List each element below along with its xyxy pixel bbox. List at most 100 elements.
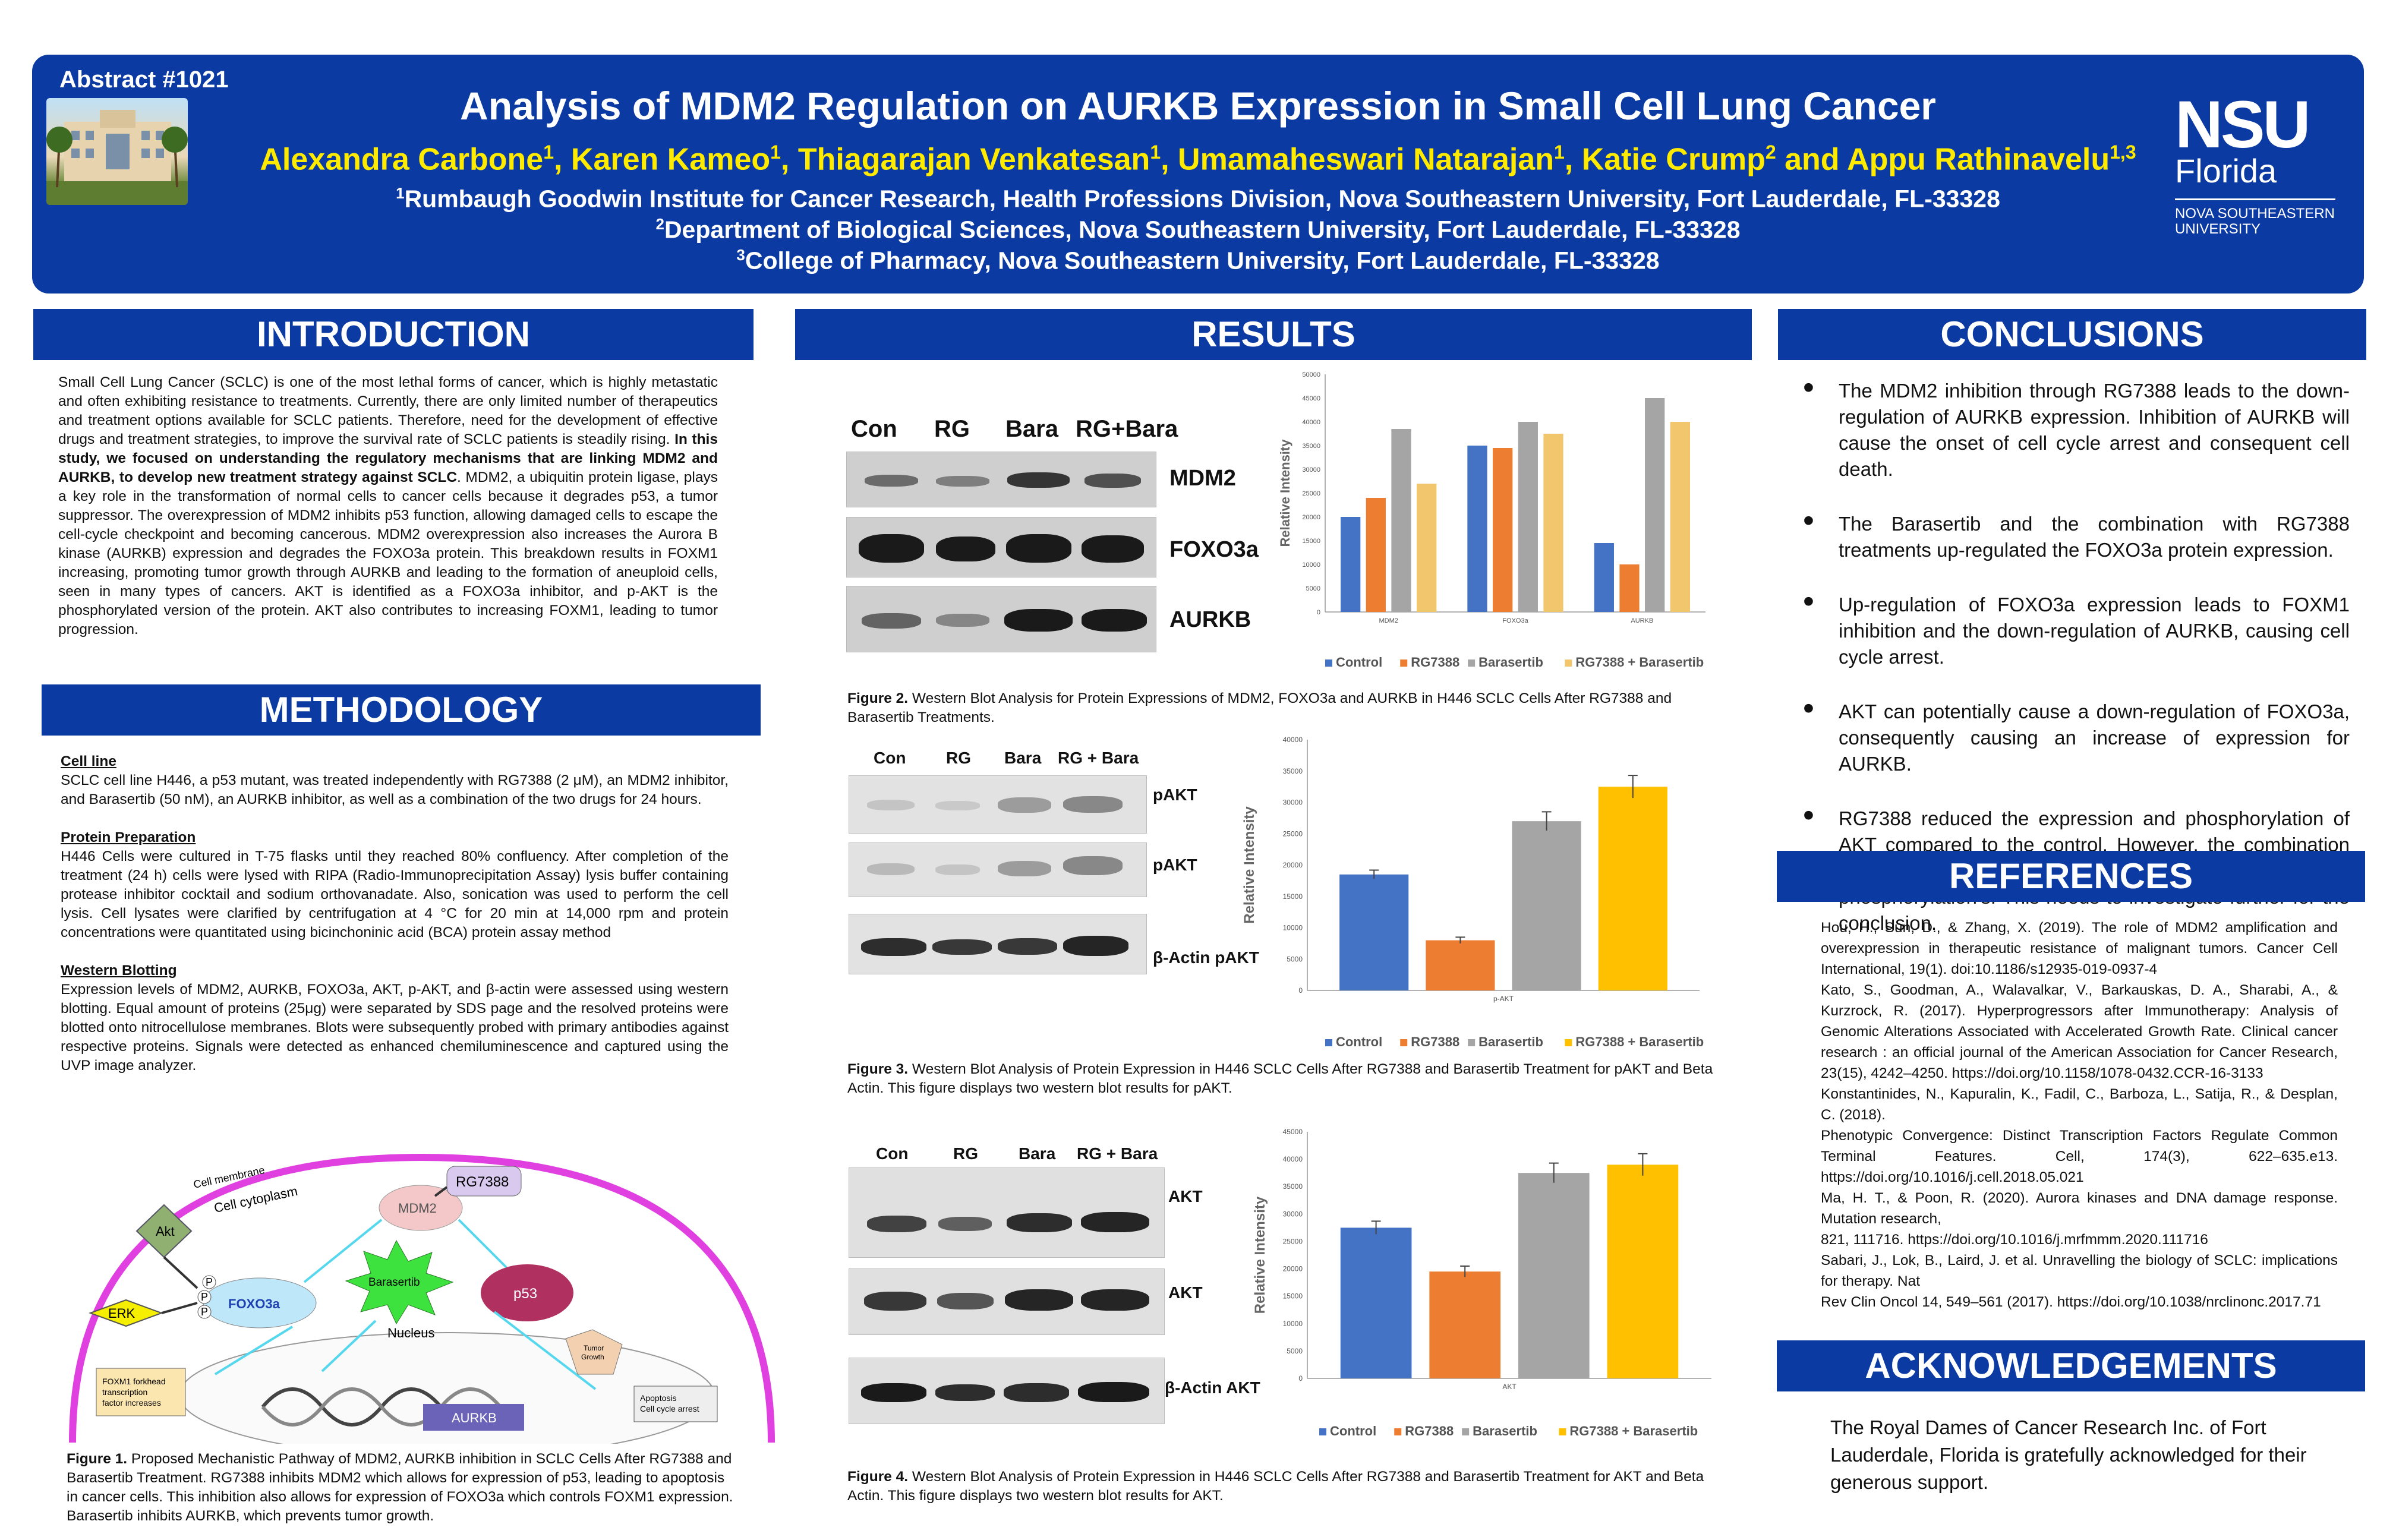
bar <box>1339 874 1409 990</box>
bar <box>1598 787 1667 990</box>
y-tick-label: 10000 <box>1283 924 1303 932</box>
y-tick-label: 30000 <box>1283 1210 1303 1218</box>
blot-row-label: β-Actin AKT <box>1165 1378 1260 1397</box>
author: Appu Rathinavelu <box>1847 142 2110 177</box>
y-tick-label: 40000 <box>1283 1155 1303 1163</box>
bar <box>1467 446 1487 612</box>
legend-swatch <box>1325 1039 1332 1046</box>
author: Karen Kameo <box>570 142 771 177</box>
legend-entry: Control <box>1330 1424 1376 1438</box>
lane-label: Bara <box>1004 749 1042 767</box>
y-axis-label: Relative Intensity <box>1241 806 1257 924</box>
aurkb-node <box>423 1404 524 1431</box>
blot-row-label: pAKT <box>1153 856 1197 874</box>
chart-fig2: 0 5000 10000 15000 20000 25000 30000 35000 40000… <box>1278 371 1705 670</box>
y-tick-label: 0 <box>1298 986 1303 995</box>
bar <box>1607 1165 1679 1378</box>
author: Thiagarajan Venkatesan <box>797 142 1150 177</box>
lane-label: Con <box>876 1144 909 1163</box>
chart-fig3: 0 5000 10000 15000 20000 25000 30000 35000 40000… <box>1241 736 1704 1049</box>
poster-title: Analysis of MDM2 Regulation on AURKB Exp… <box>460 84 1936 128</box>
bar <box>1619 564 1640 612</box>
bar <box>1518 1173 1590 1378</box>
acknowledgements-text: The Royal Dames of Cancer Research Inc. … <box>1830 1416 2307 1493</box>
methodology-heading: METHODOLOGY <box>42 684 761 736</box>
y-tick-label: 20000 <box>1283 861 1303 869</box>
reference-item: 821, 111716. https://doi.org/10.1016/j.m… <box>1821 1232 2208 1248</box>
bar <box>1493 448 1513 612</box>
bar <box>1341 517 1361 612</box>
affiliation-3: 3College of Pharmacy, Nova Southeastern … <box>736 246 1660 274</box>
lane-label: RG + Bara <box>1077 1144 1158 1163</box>
bar <box>1426 940 1495 990</box>
legend-entry: RG7388 <box>1411 1034 1459 1049</box>
conclusion-item: The MDM2 inhibition through RG7388 leads… <box>1790 374 2350 482</box>
x-tick-label: FOXO3a <box>1502 617 1528 624</box>
legend-entry: Control <box>1336 655 1382 670</box>
svg-text:Apoptosis: Apoptosis <box>640 1393 676 1403</box>
y-tick-label: 45000 <box>1283 1128 1303 1136</box>
svg-text:AURKB: AURKB <box>452 1410 497 1425</box>
p53-node <box>481 1264 573 1321</box>
legend-swatch <box>1394 1428 1402 1435</box>
apoptosis-node <box>633 1386 718 1422</box>
chart-fig4: 0 5000 10000 15000 20000 25000 30000 35000 40000… <box>1252 1128 1711 1438</box>
author: Alexandra Carbone <box>260 142 544 177</box>
y-tick-label: 35000 <box>1283 1182 1303 1191</box>
legend-swatch <box>1319 1428 1326 1435</box>
y-tick-label: 0 <box>1317 609 1320 616</box>
reference-item: Rev Clin Oncol 14, 549–561 (2017). https… <box>1821 1294 2321 1310</box>
blot-strip-pakt-1 <box>849 775 1147 834</box>
reference-item: Konstantinides, N., Kapuralin, K., Fadil… <box>1821 1086 2338 1123</box>
x-tick-label: AURKB <box>1631 617 1653 624</box>
legend-entry: Control <box>1336 1034 1382 1049</box>
bar <box>1670 422 1690 612</box>
legend-swatch <box>1325 659 1332 667</box>
reference-item: Hou, H., Sun, D., & Zhang, X. (2019). Th… <box>1821 920 2338 977</box>
legend-swatch <box>1559 1428 1566 1435</box>
introduction-text: Small Cell Lung Cancer (SCLC) is one of … <box>58 374 718 638</box>
blot-strip-foxo3a <box>846 517 1156 578</box>
affiliation-1: 1Rumbaugh Goodwin Institute for Cancer R… <box>396 184 2000 213</box>
svg-text:ERK: ERK <box>108 1306 135 1321</box>
bar <box>1340 1227 1412 1378</box>
conclusion-item: Up-regulation of FOXO3a expression leads… <box>1790 588 2350 670</box>
y-tick-label: 5000 <box>1287 955 1303 963</box>
blot-strip-akt-1 <box>849 1167 1165 1258</box>
legend-entry: RG7388 + Barasertib <box>1569 1424 1698 1438</box>
x-tick-label: MDM2 <box>1379 617 1398 624</box>
building-photo <box>46 98 188 205</box>
lane-label: Bara <box>1005 416 1058 442</box>
svg-text:p53: p53 <box>513 1286 537 1302</box>
y-tick-label: 15000 <box>1302 538 1320 545</box>
svg-text:Nucleus: Nucleus <box>387 1326 434 1340</box>
lane-label: RG <box>953 1144 978 1163</box>
legend-entry: Barasertib <box>1478 655 1543 670</box>
y-axis-label: Relative Intensity <box>1252 1196 1268 1314</box>
legend-entry: RG7388 + Barasertib <box>1575 1034 1704 1049</box>
nsu-logo: NSU Florida NOVA SOUTHEASTERN UNIVERSITY <box>2175 87 2335 237</box>
cell-membrane <box>69 1153 775 1443</box>
y-tick-label: 40000 <box>1302 419 1320 426</box>
references-list: Hou, H., Sun, D., & Zhang, X. (2019). Th… <box>1821 917 2338 1312</box>
mdm2-node <box>379 1185 463 1231</box>
y-tick-label: 20000 <box>1302 514 1320 521</box>
svg-text:RG7388: RG7388 <box>456 1174 509 1190</box>
blot-row-label: FOXO3a <box>1169 537 1259 562</box>
bar <box>1512 821 1581 990</box>
lane-label: Con <box>874 749 906 767</box>
svg-text:P: P <box>206 1276 213 1288</box>
svg-text:Barasertib: Barasertib <box>368 1276 420 1289</box>
x-tick-label: AKT <box>1502 1383 1517 1391</box>
y-tick-label: 50000 <box>1302 371 1320 378</box>
x-tick-label: p-AKT <box>1493 995 1514 1003</box>
legend-entry: RG7388 <box>1411 655 1459 670</box>
y-tick-label: 30000 <box>1302 466 1320 474</box>
legend-swatch <box>1400 659 1408 667</box>
svg-text:P: P <box>201 1306 208 1318</box>
y-tick-label: 15000 <box>1283 892 1303 901</box>
legend-swatch <box>1468 1039 1476 1046</box>
bar <box>1366 498 1386 612</box>
author: Katie Crump <box>1581 142 1766 177</box>
y-tick-label: 20000 <box>1283 1265 1303 1273</box>
